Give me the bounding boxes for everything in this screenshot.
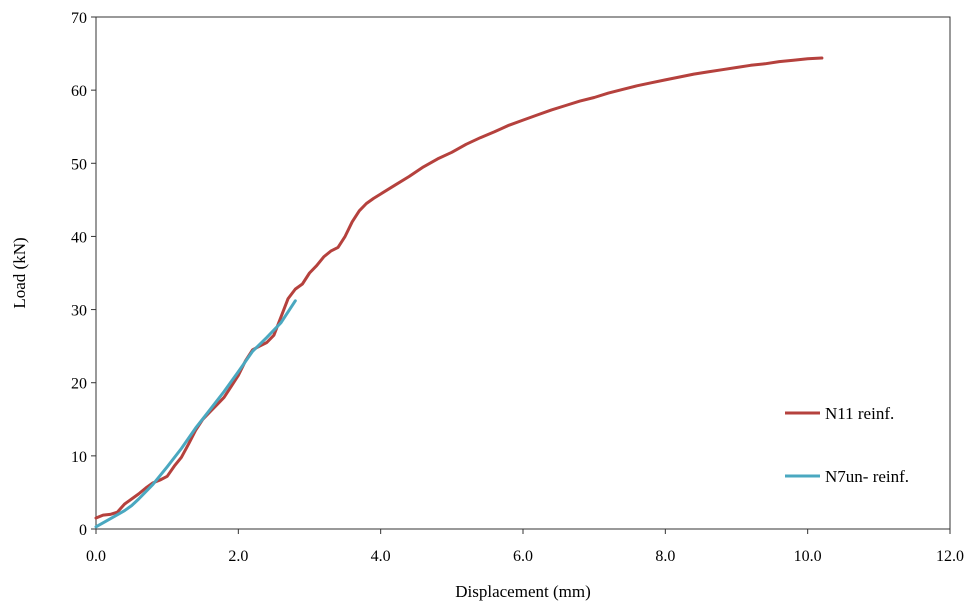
legend-label-n11-reinf: N11 reinf. <box>825 404 894 423</box>
y-tick-label: 70 <box>71 10 87 27</box>
legend-label-n7un-reinf: N7un- reinf. <box>825 467 909 486</box>
x-axis: 0.0 2.0 4.0 6.0 8.0 10.0 12.0 <box>86 529 964 565</box>
y-tick-label: 60 <box>71 83 87 100</box>
x-tick-label: 8.0 <box>655 548 675 565</box>
series-line-n7un-reinf <box>94 299 297 529</box>
plot-area <box>95 16 951 530</box>
x-tick-label: 4.0 <box>371 548 391 565</box>
x-tick-label: 12.0 <box>936 548 964 565</box>
legend: N11 reinf. N7un- reinf. <box>785 404 909 486</box>
x-tick-label: 0.0 <box>86 548 106 565</box>
x-tick-label: 6.0 <box>513 548 533 565</box>
y-tick-label: 50 <box>71 156 87 173</box>
y-tick-label: 20 <box>71 376 87 393</box>
x-tick-label: 2.0 <box>228 548 248 565</box>
x-axis-title: Displacement (mm) <box>455 582 591 601</box>
y-tick-label: 40 <box>71 229 87 246</box>
y-tick-label: 10 <box>71 449 87 466</box>
y-axis: 0 10 20 30 40 50 60 70 <box>71 10 96 539</box>
series-line-n11-reinf <box>94 56 824 520</box>
y-tick-label: 0 <box>79 522 87 539</box>
y-tick-label: 30 <box>71 303 87 320</box>
series-layer <box>94 56 824 529</box>
y-axis-title: Load (kN) <box>10 237 29 308</box>
x-tick-label: 10.0 <box>794 548 822 565</box>
